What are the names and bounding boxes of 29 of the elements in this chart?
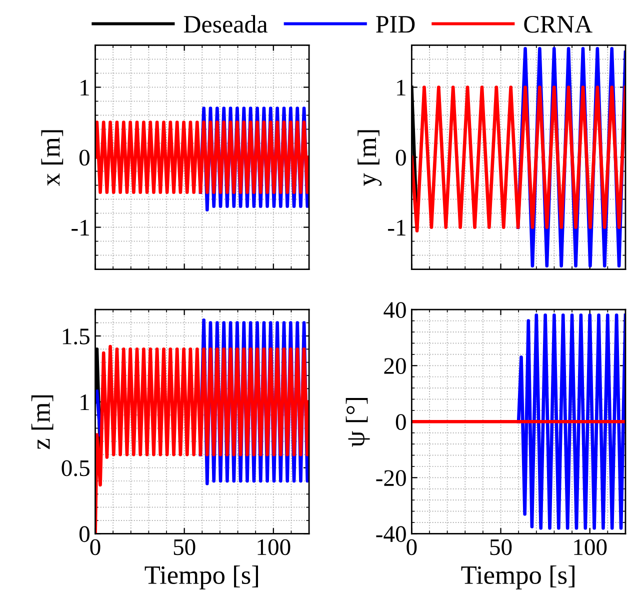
- y-tick-label: -1: [388, 220, 406, 236]
- x-tick-label: 0: [406, 539, 417, 556]
- legend-label: Deseada: [184, 15, 268, 33]
- y-tick-label: 0: [79, 526, 90, 542]
- y-tick-label: 1: [80, 80, 89, 96]
- x-tick-label: 100: [574, 539, 607, 556]
- y-tick-label: 20: [384, 358, 406, 374]
- y-axis-title: ψ [°]: [346, 398, 370, 447]
- y-tick-label: 0: [79, 150, 90, 166]
- y-tick-label: -20: [376, 470, 406, 486]
- y-tick-label: 0: [396, 414, 406, 430]
- x-tick-label: 50: [174, 539, 196, 556]
- y-tick-label: -40: [376, 526, 406, 542]
- x-tick-label: 50: [490, 539, 512, 556]
- y-axis-title: x [m]: [41, 130, 64, 186]
- y-axis-title: y [m]: [358, 130, 382, 186]
- y-tick-label: 1: [80, 394, 89, 410]
- x-tick-label: 100: [258, 539, 290, 556]
- y-tick-label: -1: [72, 220, 89, 236]
- y-tick-label: 1: [397, 80, 406, 96]
- x-axis-title: Tiempo [s]: [144, 565, 258, 590]
- y-axis-title: z [m]: [31, 395, 54, 450]
- y-tick-label: 1.5: [62, 328, 90, 344]
- legend-label: PID: [376, 16, 415, 33]
- y-tick-label: 40: [384, 302, 406, 318]
- y-tick-label: 0: [396, 150, 406, 166]
- x-axis-title: Tiempo [s]: [461, 565, 574, 590]
- y-tick-label: 0.5: [62, 460, 90, 476]
- legend-label: CRNA: [524, 16, 592, 33]
